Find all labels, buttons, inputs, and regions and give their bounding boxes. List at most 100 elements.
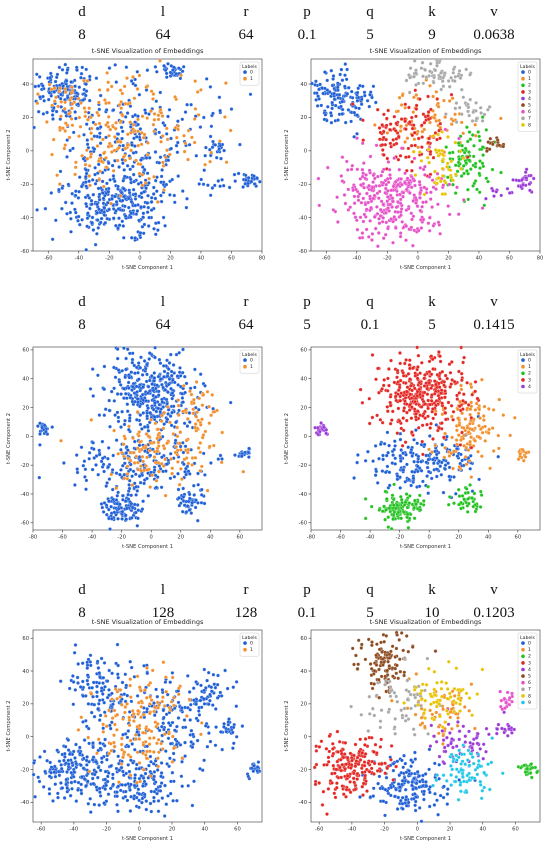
data-point <box>183 754 186 757</box>
data-point <box>141 507 144 510</box>
data-point <box>435 64 438 67</box>
data-point <box>431 458 434 461</box>
data-point <box>477 424 480 427</box>
data-point <box>373 215 376 218</box>
data-point <box>459 76 462 79</box>
data-point <box>110 197 113 200</box>
data-point <box>443 432 446 435</box>
data-point <box>427 148 430 151</box>
data-point <box>142 482 145 485</box>
data-point <box>408 367 411 370</box>
data-point <box>111 773 114 776</box>
data-point <box>386 377 389 380</box>
data-point <box>495 190 498 193</box>
data-point <box>458 465 461 468</box>
data-point <box>61 186 64 189</box>
data-point <box>244 174 247 177</box>
data-point <box>65 155 68 158</box>
data-point <box>368 105 371 108</box>
data-point <box>433 379 436 382</box>
data-point <box>172 363 175 366</box>
data-point <box>147 181 150 184</box>
data-point <box>41 84 44 87</box>
data-point <box>187 462 190 465</box>
data-point <box>141 500 144 503</box>
data-point <box>358 236 361 239</box>
data-point <box>129 216 132 219</box>
data-point <box>91 441 94 444</box>
data-point <box>404 239 407 242</box>
data-point <box>413 184 416 187</box>
data-point <box>88 99 91 102</box>
data-point <box>130 236 133 239</box>
data-point <box>333 92 336 95</box>
data-point <box>116 347 119 350</box>
data-point <box>517 179 520 182</box>
data-point <box>158 161 161 164</box>
data-point <box>99 125 102 128</box>
data-point <box>138 440 141 443</box>
data-point <box>427 222 430 225</box>
data-point <box>169 742 172 745</box>
data-point <box>92 681 95 684</box>
data-point <box>144 446 147 449</box>
x-tick-label: -40 <box>75 256 83 262</box>
data-point <box>88 457 91 460</box>
data-point <box>112 429 115 432</box>
data-point <box>225 730 228 733</box>
data-point <box>401 220 404 223</box>
data-point <box>149 441 152 444</box>
data-point <box>37 110 40 113</box>
data-point <box>247 176 250 179</box>
legend-marker <box>521 110 525 114</box>
data-point <box>447 401 450 404</box>
data-point <box>126 477 129 480</box>
data-point <box>129 121 132 124</box>
data-point <box>184 726 187 729</box>
data-point <box>165 398 168 401</box>
data-point <box>471 133 474 136</box>
data-point <box>172 696 175 699</box>
data-point <box>380 174 383 177</box>
data-point <box>146 69 149 72</box>
data-point <box>66 68 69 71</box>
data-point <box>85 479 88 482</box>
data-point <box>36 424 39 427</box>
data-point <box>54 80 57 83</box>
data-point <box>125 702 128 705</box>
data-point <box>481 431 484 434</box>
data-point <box>149 485 152 488</box>
data-point <box>107 709 110 712</box>
data-point <box>232 686 235 689</box>
data-point <box>144 740 147 743</box>
x-tick-label: 0 <box>138 256 141 262</box>
data-point <box>395 206 398 209</box>
data-point <box>420 226 423 229</box>
data-point <box>95 685 98 688</box>
data-point <box>80 154 83 157</box>
data-point <box>134 773 137 776</box>
data-point <box>339 73 342 76</box>
data-point <box>428 370 431 373</box>
data-point <box>60 100 63 103</box>
data-point <box>237 172 240 175</box>
data-point <box>430 205 433 208</box>
data-point <box>49 771 52 774</box>
data-point <box>479 490 482 493</box>
data-point <box>421 453 424 456</box>
data-point <box>138 727 141 730</box>
data-point <box>103 365 106 368</box>
data-point <box>506 187 509 190</box>
data-point <box>131 483 134 486</box>
data-point <box>462 434 465 437</box>
data-point <box>143 469 146 472</box>
data-point <box>201 404 204 407</box>
data-point <box>175 725 178 728</box>
data-point <box>454 492 457 495</box>
data-point <box>384 508 387 511</box>
data-point <box>173 194 176 197</box>
data-point <box>369 155 372 158</box>
data-point <box>459 150 462 153</box>
data-point <box>396 432 399 435</box>
